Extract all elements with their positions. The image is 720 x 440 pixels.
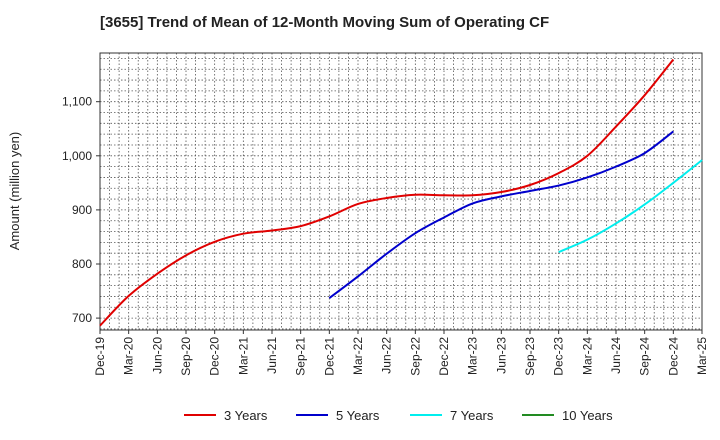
x-tick-label: Dec-20 [208, 337, 222, 376]
series-line-3-years [99, 58, 675, 327]
x-tick-label: Mar-20 [122, 337, 136, 375]
series-line-7-years [558, 159, 703, 254]
x-tick-label: Jun-23 [494, 337, 508, 374]
x-tick-label: Dec-21 [322, 337, 336, 376]
x-tick-label: Mar-22 [351, 337, 365, 375]
legend-label-7-years: 7 Years [450, 408, 494, 423]
x-tick-label: Mar-24 [580, 337, 594, 375]
x-tick-label: Dec-23 [552, 337, 566, 376]
x-tick-label: Jun-22 [380, 337, 394, 374]
x-tick-label: Mar-23 [466, 337, 480, 375]
x-tick-label: Jun-21 [265, 337, 279, 374]
x-tick-label: Mar-25 [695, 337, 709, 375]
y-axis-ticks: 700 800 900 1,000 1,100 [62, 95, 100, 325]
x-tick-label: Jun-20 [150, 337, 164, 374]
x-tick-label: Dec-22 [437, 337, 451, 376]
x-tick-label: Dec-19 [93, 337, 107, 376]
chart-title: [3655] Trend of Mean of 12-Month Moving … [100, 14, 549, 31]
x-tick-label: Sep-22 [408, 337, 422, 376]
y-tick-label: 900 [72, 203, 92, 217]
x-tick-label: Dec-24 [666, 337, 680, 376]
y-tick-label: 800 [72, 257, 92, 271]
legend-label-10-years: 10 Years [562, 408, 613, 423]
y-tick-label: 1,100 [62, 95, 92, 109]
series-lines [99, 58, 703, 327]
y-tick-label: 1,000 [62, 149, 92, 163]
x-tick-label: Sep-21 [294, 337, 308, 376]
x-axis-ticks: Dec-19 Mar-20 Jun-20 Sep-20 Dec-20 Mar-21 Jun-… [93, 330, 709, 376]
x-tick-label: Sep-20 [179, 337, 193, 376]
plot-frame [99, 52, 703, 331]
grid [100, 53, 702, 330]
y-tick-label: 700 [72, 311, 92, 325]
x-tick-label: Sep-23 [523, 337, 537, 376]
legend-label-5-years: 5 Years [336, 408, 380, 423]
legend-label-3-years: 3 Years [224, 408, 268, 423]
y-axis-label: Amount (million yen) [7, 132, 22, 251]
x-tick-label: Jun-24 [609, 337, 623, 374]
x-tick-label: Mar-21 [236, 337, 250, 375]
series-line-5-years [328, 130, 674, 299]
legend: 3 Years 5 Years 7 Years 10 Years [184, 408, 613, 423]
x-tick-label: Sep-24 [638, 337, 652, 376]
